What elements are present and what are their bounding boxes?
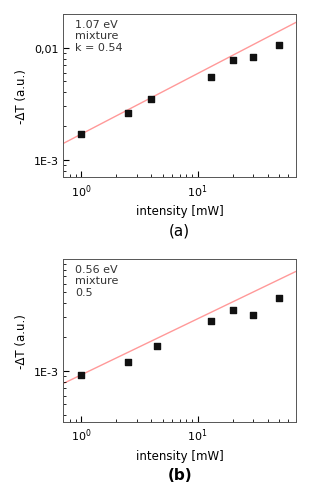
Point [276,294,281,302]
Text: (a): (a) [169,223,190,238]
Point [79,131,84,139]
X-axis label: intensity [mW]: intensity [mW] [136,449,224,462]
Point [251,311,256,319]
Point [155,343,160,351]
X-axis label: intensity [mW]: intensity [mW] [136,205,224,218]
Text: 1.07 eV
mixture
k = 0.54: 1.07 eV mixture k = 0.54 [75,20,123,53]
Text: (b): (b) [167,467,192,482]
Y-axis label: -ΔT (a.u.): -ΔT (a.u.) [15,69,28,124]
Point [251,54,256,62]
Point [276,42,281,50]
Point [208,317,213,325]
Point [79,371,84,379]
Point [125,110,130,118]
Point [230,57,235,65]
Text: 0.56 eV
mixture
0.5: 0.56 eV mixture 0.5 [75,264,118,297]
Point [125,358,130,366]
Y-axis label: -ΔT (a.u.): -ΔT (a.u.) [15,313,28,368]
Point [208,74,213,82]
Point [149,96,154,104]
Point [230,306,235,314]
